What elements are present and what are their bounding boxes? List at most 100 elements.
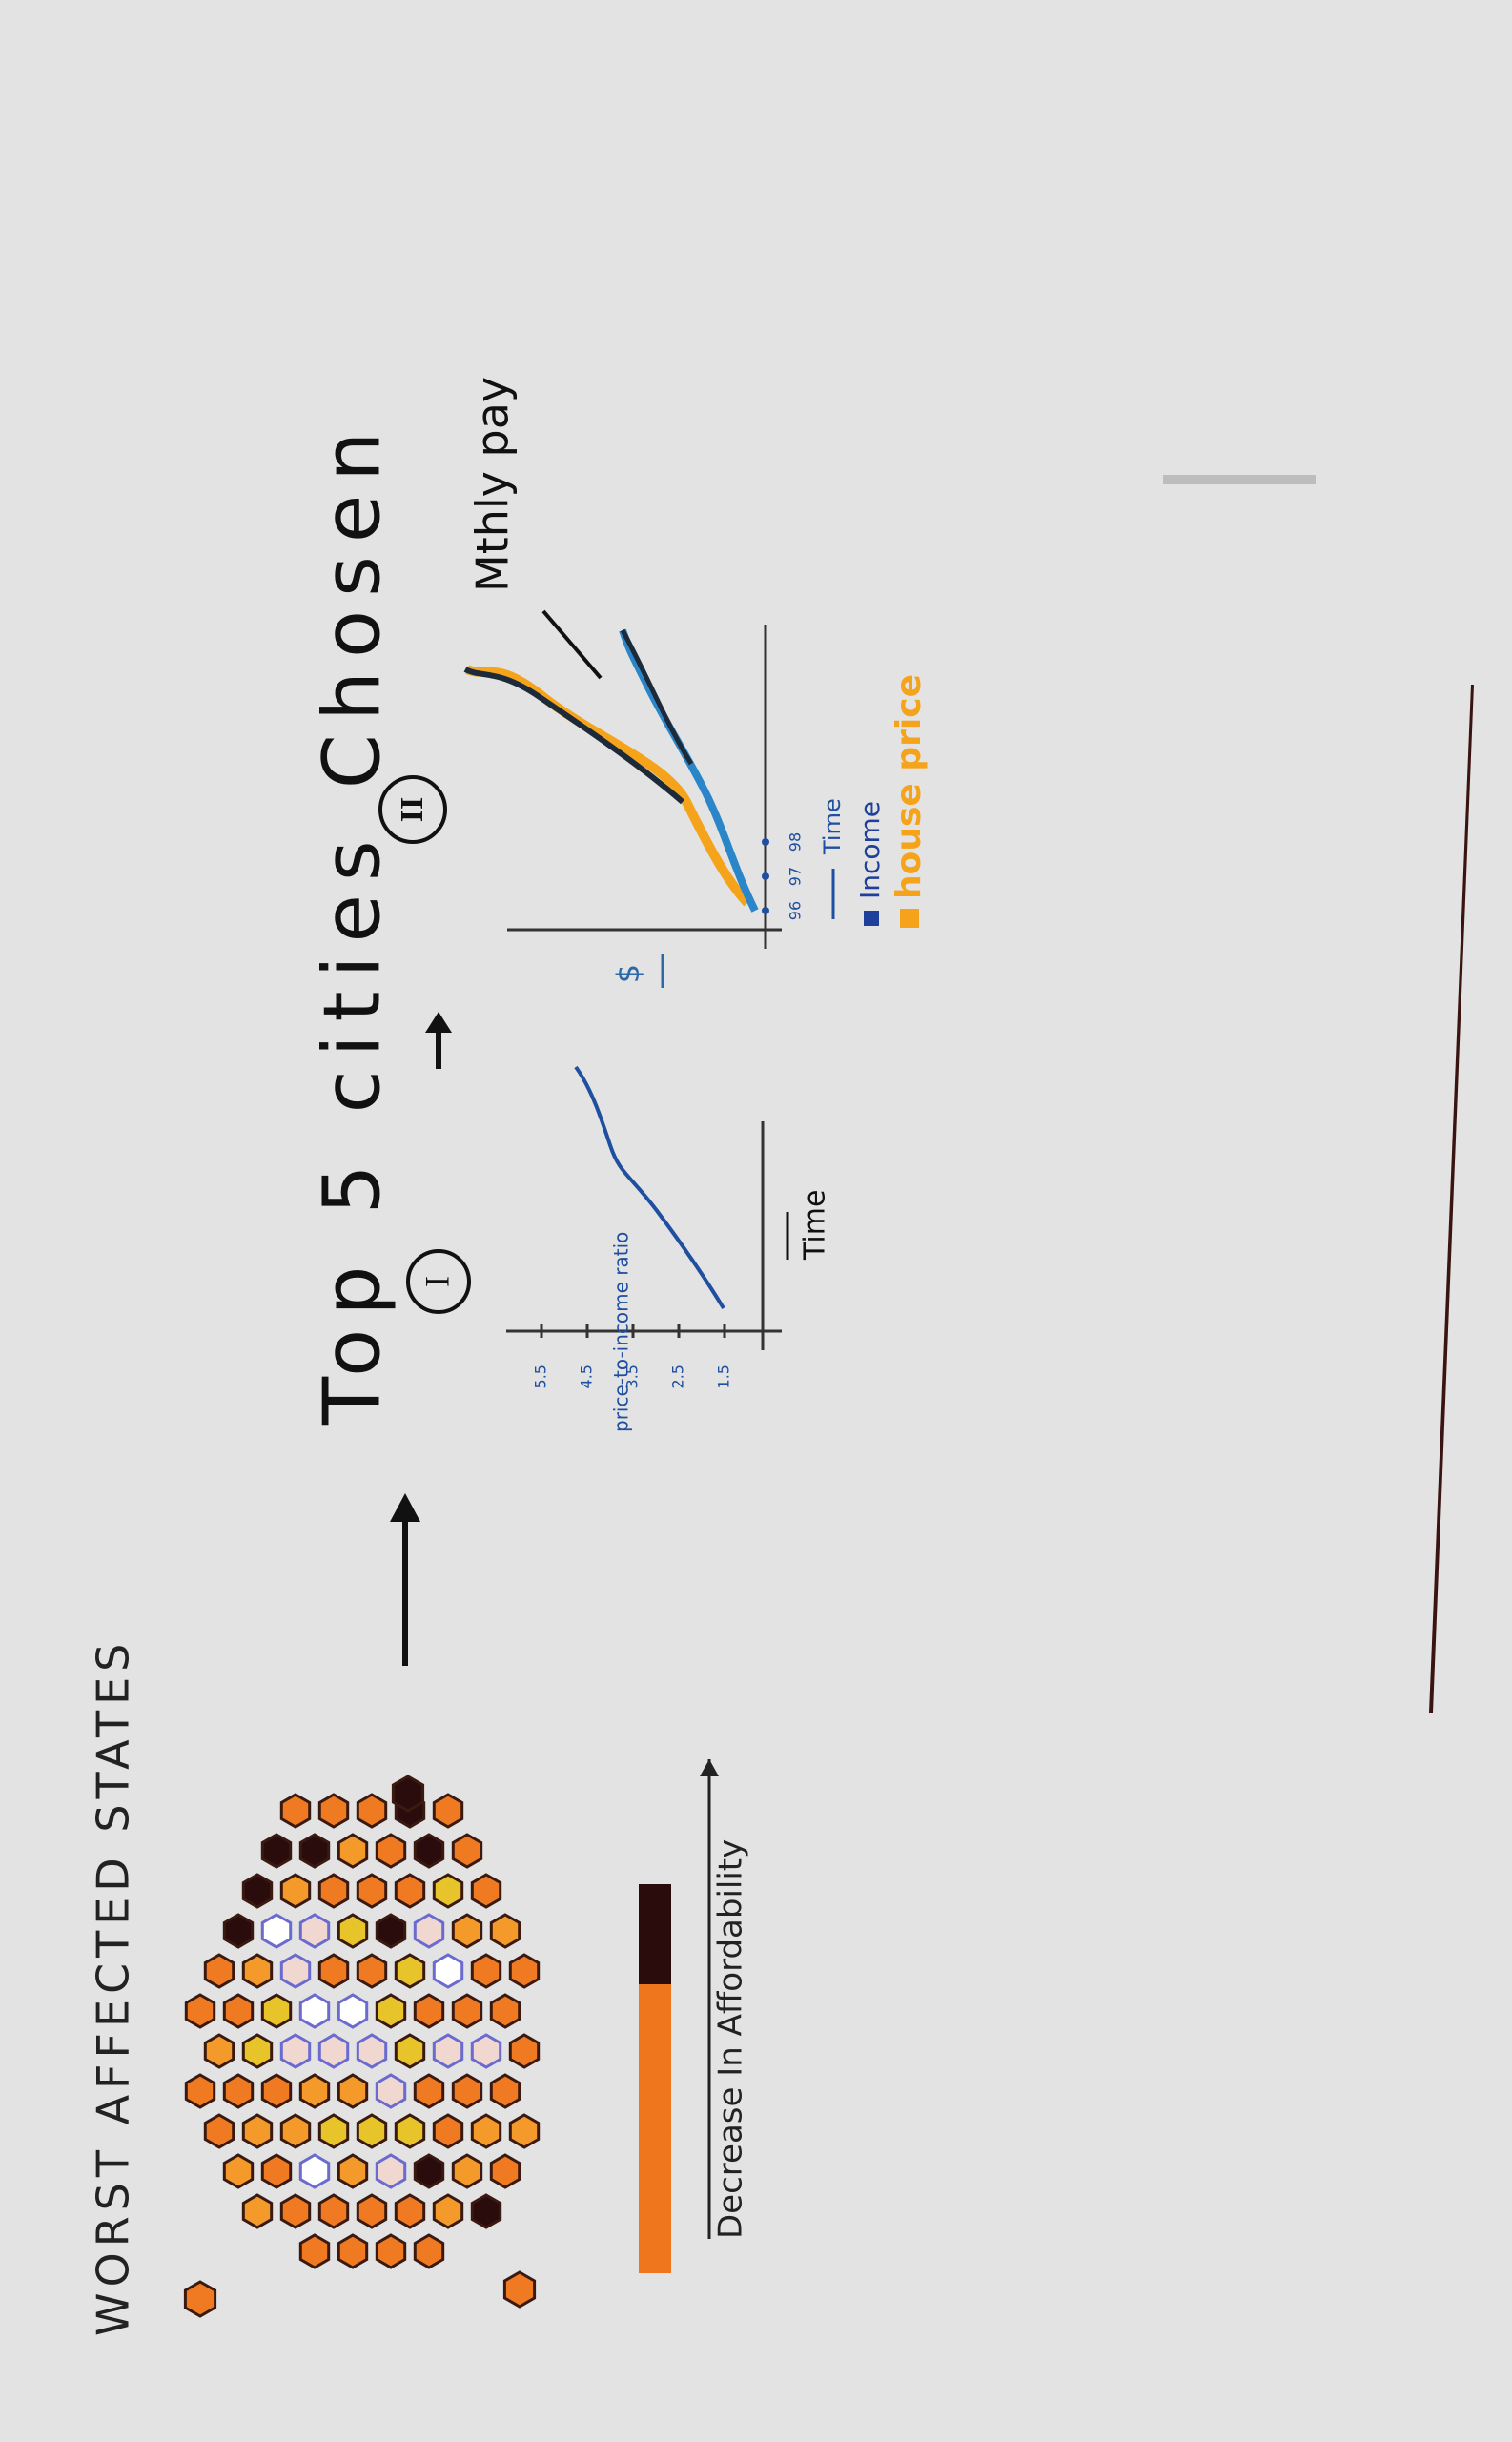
hex-state <box>432 2033 464 2069</box>
hex-state <box>394 1873 426 1909</box>
chart2-legend: Time Income house price <box>819 674 929 928</box>
hex-state <box>470 2193 502 2229</box>
chart2-tick <box>762 872 769 880</box>
hex-state <box>203 1953 235 1989</box>
hex-state <box>413 2073 445 2109</box>
hex-state <box>470 1873 502 1909</box>
hex-state <box>317 2113 350 2149</box>
hex-state <box>279 1793 312 1829</box>
hex-state <box>356 2193 388 2229</box>
hex-state <box>222 2073 255 2109</box>
chart1-ticks: 5.5 4.5 3.5 2.5 1.5 <box>532 1324 733 1388</box>
legend-income: Income <box>854 801 886 899</box>
hex-state <box>203 2033 235 2069</box>
house-price-line <box>464 665 751 907</box>
hex-state <box>375 2153 407 2189</box>
hex-state <box>489 2073 521 2109</box>
chart1-y-label: price-to-income ratio <box>610 1232 633 1432</box>
hex-state <box>317 1793 350 1829</box>
chart1-label: I <box>418 1276 456 1287</box>
hex-state <box>502 2270 537 2309</box>
hex-state <box>413 2233 445 2269</box>
hex-state <box>432 1793 464 1829</box>
hex-state <box>432 1873 464 1909</box>
hex-state <box>337 1993 369 2029</box>
hex-state <box>470 1953 502 1989</box>
hex-state <box>260 1993 293 2029</box>
chart2-tick-label: 97 <box>787 867 805 886</box>
hex-state <box>413 1993 445 2029</box>
hex-state <box>337 1833 369 1869</box>
hex-state <box>394 2033 426 2069</box>
chart2-badge <box>378 775 447 844</box>
chart2-y-label: $ <box>610 964 646 983</box>
chart2-label: II <box>395 797 430 822</box>
hex-state <box>317 1873 350 1909</box>
hex-state <box>394 1953 426 1989</box>
hex-state <box>394 2113 426 2149</box>
hex-state <box>356 1793 388 1829</box>
map-title: WORST AFFECTED STATES <box>88 1638 139 2336</box>
hex-state <box>337 2233 369 2269</box>
hex-state <box>413 2153 445 2189</box>
hex-state <box>260 1833 293 1869</box>
legend-bar-light <box>639 1984 671 2273</box>
hex-state <box>279 2113 312 2149</box>
hex-state <box>222 1993 255 2029</box>
chart1-tick-label: 3.5 <box>623 1365 642 1388</box>
hex-state <box>298 2073 331 2109</box>
hex-state <box>241 1873 274 1909</box>
legend-arrow-head <box>700 1759 719 1776</box>
hex-state <box>317 2033 350 2069</box>
chart2-tick <box>762 907 769 914</box>
hex-state <box>317 1953 350 1989</box>
flow-arrow-head <box>390 1493 420 1522</box>
hex-state <box>260 1913 293 1949</box>
hex-state <box>337 2153 369 2189</box>
chart2-tick-label: 96 <box>787 901 805 920</box>
hex-state <box>356 2033 388 2069</box>
hex-state <box>489 1993 521 2029</box>
hex-state <box>183 2280 217 2318</box>
hex-state <box>375 2233 407 2269</box>
smudge <box>1163 475 1316 484</box>
hex-state <box>413 1913 445 1949</box>
hex-state <box>260 2073 293 2109</box>
hex-state <box>337 2073 369 2109</box>
rotated-sheet: WORST AFFECTED STATES Decrease In Afford… <box>88 377 930 2336</box>
hex-state <box>375 1833 407 1869</box>
hex-state <box>508 1953 541 1989</box>
hex-state <box>375 1913 407 1949</box>
hex-state <box>337 1913 369 1949</box>
hex-state <box>279 1873 312 1909</box>
hex-state <box>203 2113 235 2149</box>
legend-house-swatch <box>900 909 919 928</box>
hex-state <box>279 2033 312 2069</box>
legend-label: Decrease In Affordability <box>712 1839 750 2239</box>
chart1-line <box>574 1065 725 1310</box>
hex-state <box>356 1953 388 1989</box>
hex-state <box>298 1833 331 1869</box>
hex-state <box>451 1833 483 1869</box>
center-title: Top 5 cities Chosen <box>307 419 398 1426</box>
legend-bar-dark <box>639 1884 671 1984</box>
legend-time: Time <box>819 798 846 855</box>
hex-state <box>298 1993 331 2029</box>
chart1-x-label: Time <box>799 1190 832 1261</box>
hex-state <box>241 2033 274 2069</box>
hex-state <box>432 2193 464 2229</box>
legend-income-swatch <box>864 911 879 926</box>
hex-state <box>184 2073 216 2109</box>
hex-state <box>451 2073 483 2109</box>
hex-state <box>356 1873 388 1909</box>
chart1-badge <box>406 1249 471 1314</box>
hex-state <box>375 1993 407 2029</box>
mthly-pay-line <box>463 667 684 805</box>
hex-state <box>489 1913 521 1949</box>
paper-edge <box>1429 685 1474 1713</box>
hex-state <box>451 2153 483 2189</box>
legend-house: house price <box>889 674 929 899</box>
income-line-dark <box>620 628 694 766</box>
